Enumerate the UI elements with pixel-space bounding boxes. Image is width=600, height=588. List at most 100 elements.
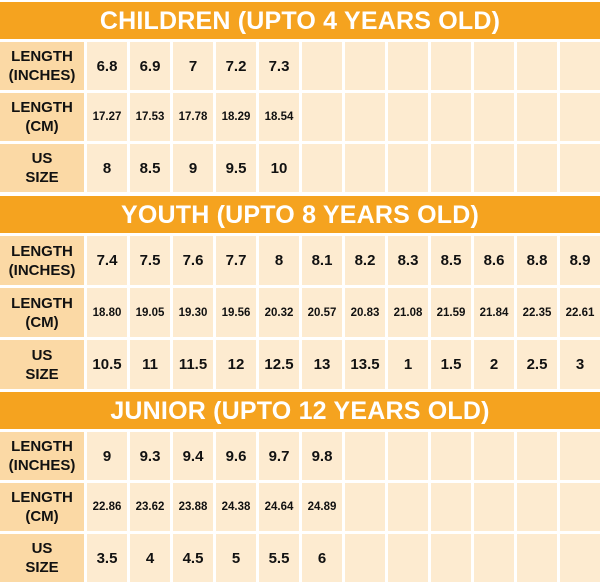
size-section: CHILDREN (UPTO 4 YEARS OLD) LENGTH (INCHES… bbox=[0, 2, 600, 192]
row-label-length-inches: LENGTH (INCHES) bbox=[0, 432, 84, 480]
row-label-line: US bbox=[31, 150, 53, 167]
empty-cell bbox=[431, 534, 471, 582]
row-label-line: SIZE bbox=[25, 169, 59, 186]
length-cm-value: 22.86 bbox=[87, 483, 127, 531]
length-inches-value: 9.8 bbox=[302, 432, 342, 480]
row-label-line: LENGTH bbox=[11, 48, 73, 65]
empty-cell bbox=[345, 432, 385, 480]
us-size-value: 5.5 bbox=[259, 534, 299, 582]
length-cm-value: 20.57 bbox=[302, 288, 342, 337]
empty-cell bbox=[560, 144, 600, 192]
length-cm-value: 18.29 bbox=[216, 93, 256, 141]
empty-cell bbox=[388, 483, 428, 531]
us-size-value: 9 bbox=[173, 144, 213, 192]
length-cm-value: 18.80 bbox=[87, 288, 127, 337]
row-label-line: US bbox=[31, 346, 53, 364]
empty-cell bbox=[431, 42, 471, 90]
us-size-value: 12 bbox=[216, 340, 256, 389]
empty-cell bbox=[517, 534, 557, 582]
length-inches-value: 6.9 bbox=[130, 42, 170, 90]
row-label-line: LENGTH bbox=[11, 489, 73, 506]
row-label-line: SIZE bbox=[25, 365, 59, 383]
length-inches-value: 8 bbox=[259, 236, 299, 285]
length-cm-value: 22.61 bbox=[560, 288, 600, 337]
empty-cell bbox=[517, 42, 557, 90]
us-size-value: 6 bbox=[302, 534, 342, 582]
length-inches-value: 8.9 bbox=[560, 236, 600, 285]
row-label-line: LENGTH bbox=[11, 438, 73, 455]
row-label-length-cm: LENGTH (CM) bbox=[0, 483, 84, 531]
section-title: YOUTH (UPTO 8 YEARS OLD) bbox=[0, 196, 600, 233]
length-inches-value: 8.5 bbox=[431, 236, 471, 285]
length-cm-value: 22.35 bbox=[517, 288, 557, 337]
us-size-value: 13.5 bbox=[345, 340, 385, 389]
us-size-value: 2 bbox=[474, 340, 514, 389]
length-inches-value: 6.8 bbox=[87, 42, 127, 90]
length-inches-value: 7.7 bbox=[216, 236, 256, 285]
row-label-line: (CM) bbox=[25, 118, 59, 135]
length-cm-value: 21.59 bbox=[431, 288, 471, 337]
length-cm-value: 17.53 bbox=[130, 93, 170, 141]
us-size-value: 11 bbox=[130, 340, 170, 389]
us-size-value: 1.5 bbox=[431, 340, 471, 389]
row-label-line: (INCHES) bbox=[8, 457, 76, 474]
length-inches-value: 9 bbox=[87, 432, 127, 480]
empty-cell bbox=[560, 93, 600, 141]
empty-cell bbox=[345, 534, 385, 582]
length-inches-value: 8.1 bbox=[302, 236, 342, 285]
length-cm-value: 19.56 bbox=[216, 288, 256, 337]
row-label-us-size: US SIZE bbox=[0, 144, 84, 192]
empty-cell bbox=[517, 93, 557, 141]
empty-cell bbox=[474, 432, 514, 480]
empty-cell bbox=[345, 483, 385, 531]
empty-cell bbox=[302, 144, 342, 192]
empty-cell bbox=[345, 93, 385, 141]
size-grid: LENGTH (INCHES) 6.8 6.9 7 7.2 7.3 LENGTH (CM) 17.… bbox=[0, 42, 600, 192]
empty-cell bbox=[388, 432, 428, 480]
row-label-line: LENGTH bbox=[11, 294, 73, 312]
length-cm-value: 18.54 bbox=[259, 93, 299, 141]
length-cm-value: 21.84 bbox=[474, 288, 514, 337]
length-inches-value: 7 bbox=[173, 42, 213, 90]
empty-cell bbox=[302, 93, 342, 141]
us-size-value: 2.5 bbox=[517, 340, 557, 389]
empty-cell bbox=[560, 483, 600, 531]
us-size-value: 8.5 bbox=[130, 144, 170, 192]
row-label-line: SIZE bbox=[25, 559, 59, 576]
length-cm-value: 20.32 bbox=[259, 288, 299, 337]
us-size-value: 5 bbox=[216, 534, 256, 582]
us-size-value: 4 bbox=[130, 534, 170, 582]
empty-cell bbox=[431, 432, 471, 480]
us-size-value: 3.5 bbox=[87, 534, 127, 582]
section-title: CHILDREN (UPTO 4 YEARS OLD) bbox=[0, 2, 600, 39]
us-size-value: 9.5 bbox=[216, 144, 256, 192]
empty-cell bbox=[431, 93, 471, 141]
length-inches-value: 9.7 bbox=[259, 432, 299, 480]
us-size-value: 8 bbox=[87, 144, 127, 192]
length-inches-value: 9.6 bbox=[216, 432, 256, 480]
empty-cell bbox=[560, 432, 600, 480]
size-grid: LENGTH (INCHES) 9 9.3 9.4 9.6 9.7 9.8 LENGTH (CM)… bbox=[0, 432, 600, 582]
empty-cell bbox=[560, 42, 600, 90]
empty-cell bbox=[560, 534, 600, 582]
length-cm-value: 17.78 bbox=[173, 93, 213, 141]
length-inches-value: 9.4 bbox=[173, 432, 213, 480]
length-cm-value: 20.83 bbox=[345, 288, 385, 337]
row-label-line: LENGTH bbox=[11, 242, 73, 260]
row-label-line: (INCHES) bbox=[8, 261, 76, 279]
length-cm-value: 19.30 bbox=[173, 288, 213, 337]
length-cm-value: 17.27 bbox=[87, 93, 127, 141]
empty-cell bbox=[388, 42, 428, 90]
length-inches-value: 8.8 bbox=[517, 236, 557, 285]
empty-cell bbox=[474, 534, 514, 582]
empty-cell bbox=[517, 483, 557, 531]
length-cm-value: 24.64 bbox=[259, 483, 299, 531]
row-label-length-inches: LENGTH (INCHES) bbox=[0, 236, 84, 285]
length-cm-value: 24.38 bbox=[216, 483, 256, 531]
us-size-value: 1 bbox=[388, 340, 428, 389]
empty-cell bbox=[302, 42, 342, 90]
empty-cell bbox=[431, 483, 471, 531]
length-inches-value: 8.6 bbox=[474, 236, 514, 285]
empty-cell bbox=[474, 144, 514, 192]
empty-cell bbox=[345, 144, 385, 192]
